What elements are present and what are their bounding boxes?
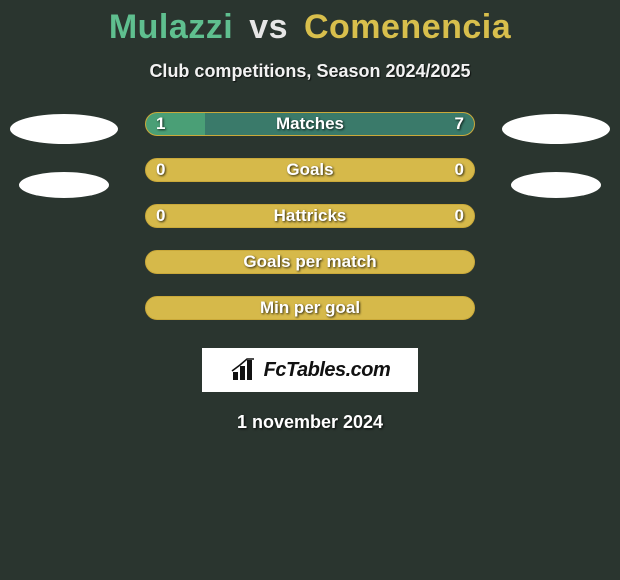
source-logo-text: FcTables.com <box>264 359 391 382</box>
subtitle: Club competitions, Season 2024/2025 <box>0 61 620 82</box>
stat-bar: 17Matches <box>145 112 475 136</box>
stat-segment-right <box>205 113 474 135</box>
left-badge-1 <box>10 114 118 144</box>
snapshot-date: 1 november 2024 <box>0 412 620 433</box>
stat-bars: 17Matches00Goals00HattricksGoals per mat… <box>145 112 475 320</box>
stat-value-left: 0 <box>156 205 165 227</box>
left-badge-2 <box>19 172 109 198</box>
comparison-infographic: Mulazzi vs Comenencia Club competitions,… <box>0 0 620 580</box>
vs-label: vs <box>249 8 288 46</box>
stat-label: Hattricks <box>146 205 474 227</box>
content-area: 17Matches00Goals00HattricksGoals per mat… <box>0 112 620 320</box>
bar-chart-icon <box>230 358 260 382</box>
right-badge-2 <box>511 172 601 198</box>
stat-value-right: 0 <box>455 159 464 181</box>
page-title: Mulazzi vs Comenencia <box>0 8 620 47</box>
stat-segment-left <box>146 113 205 135</box>
player1-name: Mulazzi <box>109 8 233 46</box>
stat-value-left: 0 <box>156 159 165 181</box>
stat-bar: 0 0Goals <box>145 158 475 182</box>
player2-name: Comenencia <box>304 8 511 46</box>
stat-value-right: 0 <box>455 205 464 227</box>
stat-label: Min per goal <box>146 297 474 319</box>
stat-bar: 0 0Hattricks <box>145 204 475 228</box>
left-badges <box>4 112 124 198</box>
right-badges <box>496 112 616 198</box>
stat-label: Goals per match <box>146 251 474 273</box>
stat-label: Goals <box>146 159 474 181</box>
source-logo: FcTables.com <box>202 348 418 392</box>
stat-bar: Min per goal <box>145 296 475 320</box>
stat-bar: Goals per match <box>145 250 475 274</box>
right-badge-1 <box>502 114 610 144</box>
